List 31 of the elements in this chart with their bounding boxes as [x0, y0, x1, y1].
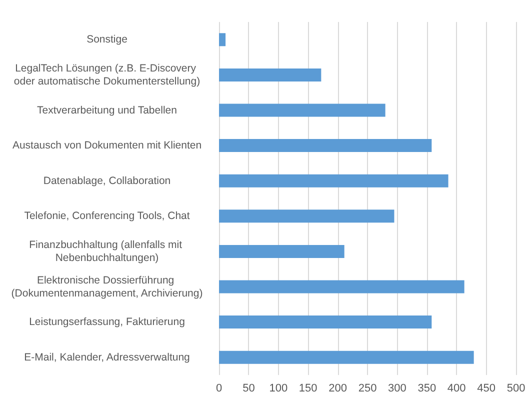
x-tick-label: 50: [242, 382, 255, 394]
x-tick-label: 300: [388, 382, 406, 394]
x-tick-label: 400: [447, 382, 466, 394]
y-tick-label: Telefonie, Conferencing Tools, Chat: [24, 210, 190, 222]
bar: [219, 68, 322, 82]
y-tick-label: Austausch von Dokumenten mit Klienten: [12, 140, 202, 152]
y-tick-label: Elektronische Dossierführung (Dokumentenmanagement, Archivierung): [11, 274, 203, 300]
x-tick-label: 350: [418, 382, 436, 394]
bar: [219, 210, 394, 223]
y-tick-label: Leistungserfassung, Fakturierung: [29, 316, 186, 328]
y-tick-label: Datenablage, Collaboration: [43, 174, 171, 187]
bar: [219, 104, 386, 117]
x-tick-label: 500: [506, 382, 526, 394]
x-tick-label: 250: [358, 382, 377, 394]
x-tick-label: 0: [216, 382, 222, 394]
y-tick-label: E-Mail, Kalender, Adressverwaltung: [24, 351, 190, 364]
x-tick-label: 450: [477, 382, 496, 394]
bar: [219, 139, 432, 152]
y-tick-label: Finanzbuchhaltung (allenfalls mit Nebenbuchhaltungen): [29, 238, 185, 264]
x-tick-label: 150: [298, 382, 318, 394]
x-tick-label: 200: [328, 382, 347, 394]
y-tick-label: Textverarbeitung und Tabellen: [37, 104, 178, 116]
bar: [219, 350, 474, 364]
bar: [219, 316, 432, 329]
x-tick-label: 100: [269, 382, 288, 394]
y-tick-label: Sonstige: [86, 34, 128, 46]
bar: [219, 33, 226, 46]
bar: [219, 280, 464, 294]
y-tick-label: LegalTech Lösungen (z.B. E-Discovery oder automatische Dokumenterstellung): [14, 62, 200, 88]
bar: [219, 174, 448, 188]
bar: [219, 244, 344, 258]
